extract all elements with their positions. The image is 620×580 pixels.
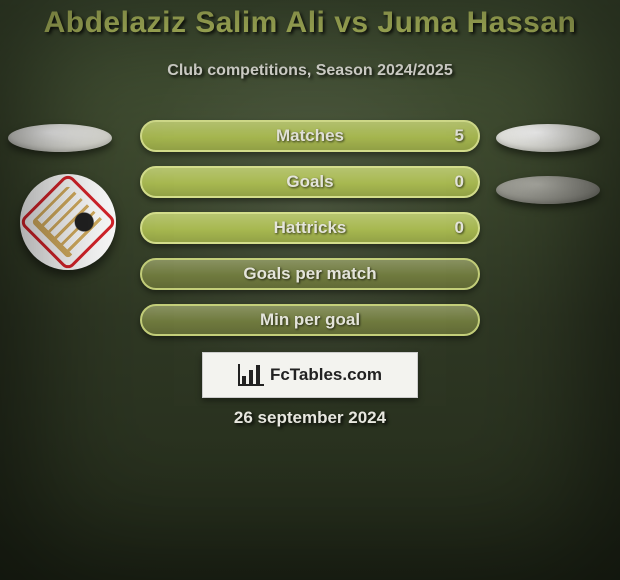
stat-bar: Matches 5 xyxy=(140,120,480,152)
chart-icon xyxy=(238,364,264,386)
brand-text: FcTables.com xyxy=(270,365,382,385)
stat-value: 5 xyxy=(455,126,464,146)
stat-label: Hattricks xyxy=(274,218,347,238)
stat-label: Matches xyxy=(276,126,344,146)
stat-bar: Hattricks 0 xyxy=(140,212,480,244)
stats-bars: Matches 5 Goals 0 Hattricks 0 Goals per match M… xyxy=(140,120,480,350)
stat-bar: Min per goal xyxy=(140,304,480,336)
player-right-marker-2 xyxy=(496,176,600,204)
player-left-marker xyxy=(8,124,112,152)
page-title: Abdelaziz Salim Ali vs Juma Hassan xyxy=(0,6,620,40)
stat-value: 0 xyxy=(455,218,464,238)
stat-label: Goals xyxy=(286,172,333,192)
player-right-marker-1 xyxy=(496,124,600,152)
stat-label: Goals per match xyxy=(243,264,376,284)
stat-label: Min per goal xyxy=(260,310,360,330)
club-badge xyxy=(20,174,116,270)
stat-bar: Goals 0 xyxy=(140,166,480,198)
page-subtitle: Club competitions, Season 2024/2025 xyxy=(0,62,620,80)
date-stamp: 26 september 2024 xyxy=(0,408,620,428)
stat-bar: Goals per match xyxy=(140,258,480,290)
stat-value: 0 xyxy=(455,172,464,192)
brand-box: FcTables.com xyxy=(202,352,418,398)
